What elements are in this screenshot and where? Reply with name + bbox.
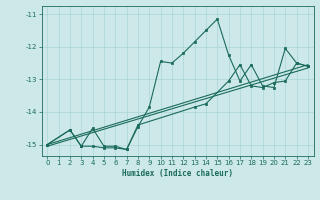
X-axis label: Humidex (Indice chaleur): Humidex (Indice chaleur) — [122, 169, 233, 178]
